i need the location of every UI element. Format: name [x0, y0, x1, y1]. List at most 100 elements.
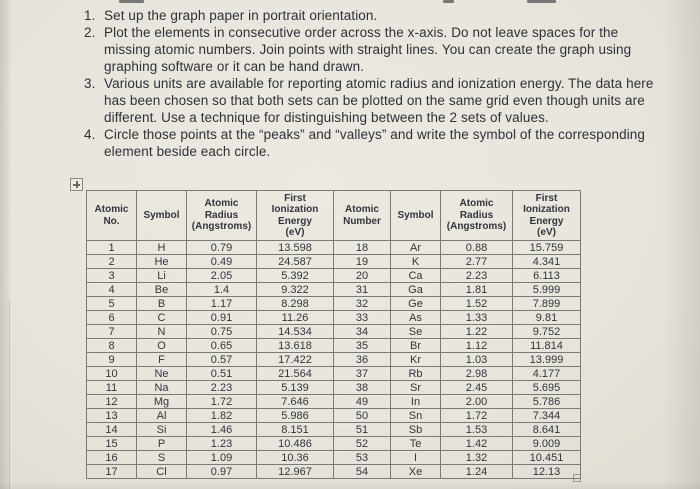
cell-symbol: Li: [136, 268, 187, 283]
cell-symbol: S: [136, 450, 187, 465]
table-row: 9 F 0.57 17.422 36 Kr 1.03 13.999: [86, 352, 581, 367]
misspelled-word: Si: [156, 423, 167, 436]
cell-ionization-energy: 8.298: [256, 296, 334, 311]
table-header-row: Atomic No. Symbol Atomic Radius (Angstroms…: [86, 190, 581, 241]
cell-atomic-radius: 2.05: [186, 268, 257, 283]
cell-atomic-radius: 2.77: [440, 254, 513, 269]
cell-ionization-energy: 10.486: [256, 436, 334, 451]
cell-atomic-no: 13: [86, 408, 137, 423]
instruction-item: 2. Plot the elements in consecutive orde…: [84, 24, 664, 75]
cell-atomic-no: 36: [333, 352, 391, 367]
instruction-list: 1. Set up the graph paper in portrait or…: [84, 7, 664, 160]
cell-symbol: K: [390, 254, 441, 269]
cell-atomic-no: 7: [86, 324, 137, 339]
cell-symbol: Sn: [390, 408, 441, 423]
table-row: 15 P 1.23 10.486 52 Te 1.42 9.009: [86, 436, 581, 451]
cell-ionization-energy: 12.13: [512, 464, 581, 479]
instruction-item: 3. Various units are available for repor…: [84, 75, 664, 126]
cell-symbol: Te: [390, 436, 441, 451]
paper-edge-line: [9, 300, 10, 489]
cell-atomic-radius: 1.52: [440, 296, 513, 311]
cell-atomic-radius: 1.24: [440, 464, 513, 479]
cell-symbol: Se: [390, 324, 441, 339]
cell-atomic-no: 11: [86, 380, 137, 395]
cell-ionization-energy: 5.392: [256, 268, 334, 283]
instruction-item: 1. Set up the graph paper in portrait or…: [84, 7, 664, 24]
data-table: Atomic No. Symbol Atomic Radius (Angstroms…: [86, 190, 581, 479]
cell-symbol: N: [136, 324, 187, 339]
cell-symbol: Be: [136, 282, 187, 297]
cell-ionization-energy: 9.752: [512, 324, 581, 339]
cell-atomic-radius: 1.12: [440, 338, 513, 353]
cell-symbol: In: [390, 394, 441, 409]
cell-ionization-energy: 15.759: [512, 240, 581, 255]
cell-symbol: B: [136, 296, 187, 311]
instruction-number: 4.: [84, 127, 96, 142]
cell-atomic-no: 32: [333, 296, 391, 311]
cell-ionization-energy: 9.81: [512, 310, 581, 325]
cell-atomic-radius: 2.98: [440, 366, 513, 381]
table-row: 13 Al 1.82 5.986 50 Sn 1.72 7.344: [86, 408, 581, 423]
cell-atomic-no: 52: [333, 436, 391, 451]
cell-atomic-no: 9: [86, 352, 137, 367]
table-row: 3 Li 2.05 5.392 20 Ca 2.23 6.113: [86, 268, 581, 283]
cell-atomic-radius: 0.49: [186, 254, 257, 269]
cell-symbol: Rb: [390, 366, 441, 381]
cell-symbol: Mg: [136, 394, 187, 409]
table-row: 12 Mg 1.72 7.646 49 In 2.00 5.786: [86, 394, 581, 409]
cell-ionization-energy: 8.641: [512, 422, 581, 437]
cell-atomic-no: 5: [86, 296, 137, 311]
paper-edge-shadow-bottom: [0, 481, 700, 489]
table-row: 1 H 0.79 13.598 18 Ar 0.88 15.759: [86, 240, 581, 255]
misspelled-word: Te: [409, 437, 422, 450]
misspelled-word: In: [410, 395, 421, 408]
cell-ionization-energy: 10.36: [256, 450, 334, 465]
element-data-table: Atomic No. Symbol Atomic Radius (Angstroms…: [86, 190, 581, 479]
cell-ionization-energy: 21.564: [256, 366, 334, 381]
cell-atomic-no: 3: [86, 268, 137, 283]
cell-atomic-radius: 2.23: [440, 268, 513, 283]
cell-atomic-no: 35: [333, 338, 391, 353]
cell-ionization-energy: 5.786: [512, 394, 581, 409]
cell-ionization-energy: 8.151: [256, 422, 334, 437]
instruction-number: 2.: [84, 25, 96, 40]
table-row: 16 S 1.09 10.36 53 I 1.32 10.451: [86, 450, 581, 465]
cell-ionization-energy: 13.999: [512, 352, 581, 367]
instruction-number: 3.: [84, 76, 96, 91]
cell-ionization-energy: 5.986: [256, 408, 334, 423]
cell-atomic-radius: 0.79: [186, 240, 257, 255]
cell-symbol: I: [390, 450, 441, 465]
table-row: 7 N 0.75 14.534 34 Se 1.22 9.752: [86, 324, 581, 339]
cell-symbol: Al: [136, 408, 187, 423]
column-header: First Ionization Energy (eV): [512, 190, 581, 241]
cell-atomic-radius: 1.09: [186, 450, 257, 465]
cell-atomic-no: 14: [86, 422, 137, 437]
cell-symbol: P: [136, 436, 187, 451]
cell-atomic-no: 10: [86, 366, 137, 381]
cell-ionization-energy: 4.341: [512, 254, 581, 269]
cell-atomic-no: 49: [333, 394, 391, 409]
cell-symbol: He: [136, 254, 187, 269]
cropped-text-fragment: [443, 0, 454, 3]
cell-atomic-no: 50: [333, 408, 391, 423]
cropped-text-fragment: [119, 0, 144, 3]
misspelled-word: Ar: [410, 241, 421, 254]
cell-ionization-energy: 7.344: [512, 408, 581, 423]
cell-symbol: C: [136, 310, 187, 325]
table-row: 11 Na 2.23 5.139 38 Sr 2.45 5.695: [86, 380, 581, 395]
cell-atomic-radius: 1.33: [440, 310, 513, 325]
cell-atomic-radius: 0.97: [186, 464, 257, 479]
cell-atomic-radius: 1.42: [440, 436, 513, 451]
instruction-text: Set up the graph paper in portrait orien…: [104, 8, 378, 23]
cell-ionization-energy: 13.598: [256, 240, 334, 255]
table-move-handle-icon[interactable]: [70, 178, 83, 191]
table-row: 5 B 1.17 8.298 32 Ge 1.52 7.899: [86, 296, 581, 311]
cell-ionization-energy: 11.26: [256, 310, 334, 325]
cell-atomic-no: 34: [333, 324, 391, 339]
cell-atomic-radius: 0.57: [186, 352, 257, 367]
cell-ionization-energy: 5.999: [512, 282, 581, 297]
cell-symbol: Sb: [390, 422, 441, 437]
cell-atomic-radius: 2.23: [186, 380, 257, 395]
cell-atomic-radius: 1.72: [440, 408, 513, 423]
table-row: 17 Cl 0.97 12.967 54 Xe 1.24 12.13: [86, 464, 581, 479]
